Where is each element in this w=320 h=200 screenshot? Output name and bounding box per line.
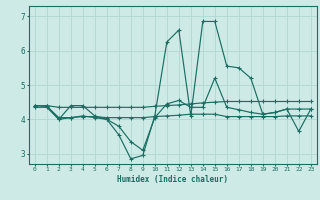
X-axis label: Humidex (Indice chaleur): Humidex (Indice chaleur): [117, 175, 228, 184]
